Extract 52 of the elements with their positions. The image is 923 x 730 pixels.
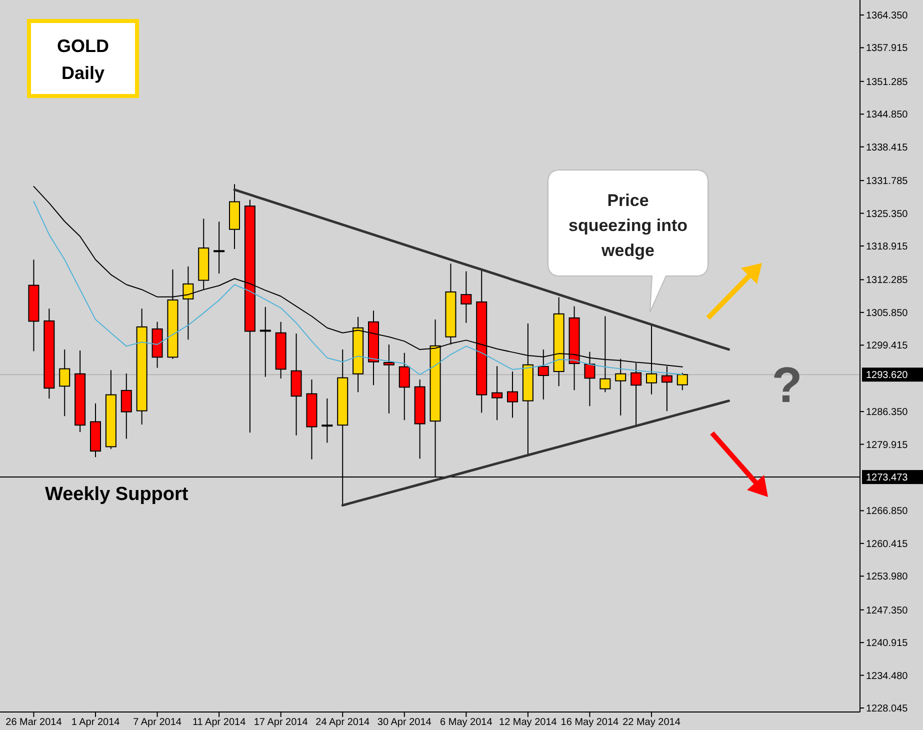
- candlestick: [120, 372, 132, 440]
- candlestick: [182, 266, 194, 340]
- line-series: [341, 400, 730, 507]
- y-tick-label: 1344.850: [866, 110, 908, 121]
- candlestick: [322, 398, 333, 444]
- ref-line-label: 1293.620: [866, 370, 908, 382]
- y-tick-label: 1318.915: [866, 242, 908, 252]
- candlestick: [507, 371, 518, 418]
- y-tick-label: 1331.785: [866, 176, 908, 188]
- annotation: ?: [772, 357, 802, 413]
- x-tick-label: 6 May 2014: [440, 717, 493, 728]
- annotation: Weekly Support: [45, 484, 189, 506]
- candlestick: [460, 270, 472, 324]
- x-tick-label: 11 Apr 2014: [192, 717, 246, 728]
- line-series: [233, 188, 730, 351]
- x-tick-label: 22 May 2014: [622, 717, 681, 728]
- y-tick-label: 1228.045: [866, 704, 908, 715]
- y-tick-label: 1351.285: [866, 76, 908, 88]
- candlestick: [383, 344, 394, 414]
- y-tick-label: 1357.915: [866, 43, 908, 54]
- y-tick-label: 1312.285: [866, 275, 908, 286]
- x-tick-label: 1 Apr 2014: [71, 717, 120, 728]
- x-tick-label: 24 Apr 2014: [316, 717, 370, 728]
- y-tick-label: 1299.415: [866, 340, 908, 352]
- y-tick-label: 1305.850: [866, 308, 908, 319]
- x-tick-label: 12 May 2014: [499, 717, 558, 728]
- candlestick: [492, 366, 503, 421]
- x-tick-label: 26 Mar 2014: [6, 717, 62, 728]
- y-tick-label: 1364.350: [866, 10, 908, 22]
- x-tick-label: 7 Apr 2014: [133, 717, 182, 728]
- y-tick-label: 1338.415: [866, 142, 908, 154]
- ref-line-label: 1273.473: [866, 472, 908, 484]
- y-tick-label: 1325.350: [866, 208, 908, 220]
- annotation: Price squeezing into wedge: [568, 191, 688, 260]
- candlestick: [59, 349, 70, 417]
- x-tick-label: 16 May 2014: [560, 717, 620, 728]
- x-tick-label: 17 Apr 2014: [254, 717, 308, 728]
- y-tick-label: 1253.980: [866, 572, 908, 583]
- candlestick: [260, 306, 271, 378]
- text: GOLD: [57, 36, 109, 56]
- candlestick: [398, 352, 410, 421]
- y-tick-label: 1234.480: [866, 670, 908, 682]
- y-tick-label: 1279.915: [866, 440, 908, 451]
- candlestick: [676, 372, 688, 391]
- y-tick-label: 1286.350: [866, 407, 908, 418]
- y-tick-label: 1260.415: [866, 538, 908, 550]
- text: Daily: [61, 63, 105, 83]
- y-tick-label: 1247.350: [866, 605, 908, 616]
- y-tick-label: 1240.915: [866, 638, 908, 650]
- candlestick: [214, 221, 225, 274]
- x-tick-label: 30 Apr 2014: [377, 717, 432, 728]
- y-tick-label: 1266.850: [866, 506, 908, 518]
